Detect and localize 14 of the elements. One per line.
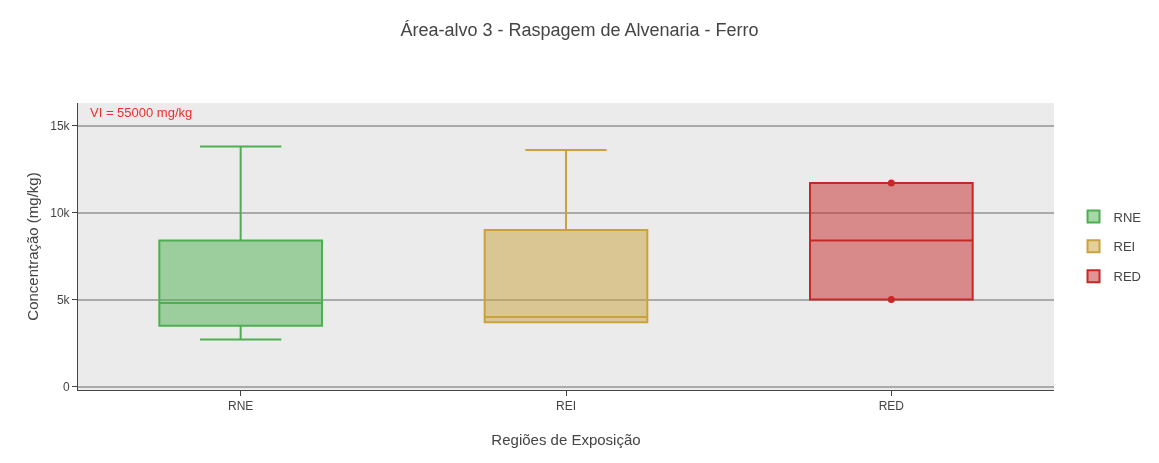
chart-title: Área-alvo 3 - Raspagem de Alvenaria - Ferro	[400, 19, 759, 40]
legend-label: RNE	[1113, 209, 1142, 225]
x-tick-label: RNE	[228, 399, 254, 414]
y-tick-label: 5k	[56, 292, 71, 307]
y-tick-label: 10k	[50, 205, 71, 220]
y-tick-label: 0	[62, 379, 70, 394]
annotation: VI = 55000 mg/kg	[90, 105, 193, 120]
legend-label: REI	[1113, 239, 1136, 255]
y-axis-title: Concentração (mg/kg)	[24, 172, 41, 321]
x-tick-label: RED	[878, 399, 905, 414]
x-tick-label: REI	[555, 399, 577, 414]
y-tick-label: 15k	[50, 118, 71, 133]
x-axis-title: Regiões de Exposição	[491, 431, 641, 448]
legend-label: RED	[1113, 269, 1141, 285]
